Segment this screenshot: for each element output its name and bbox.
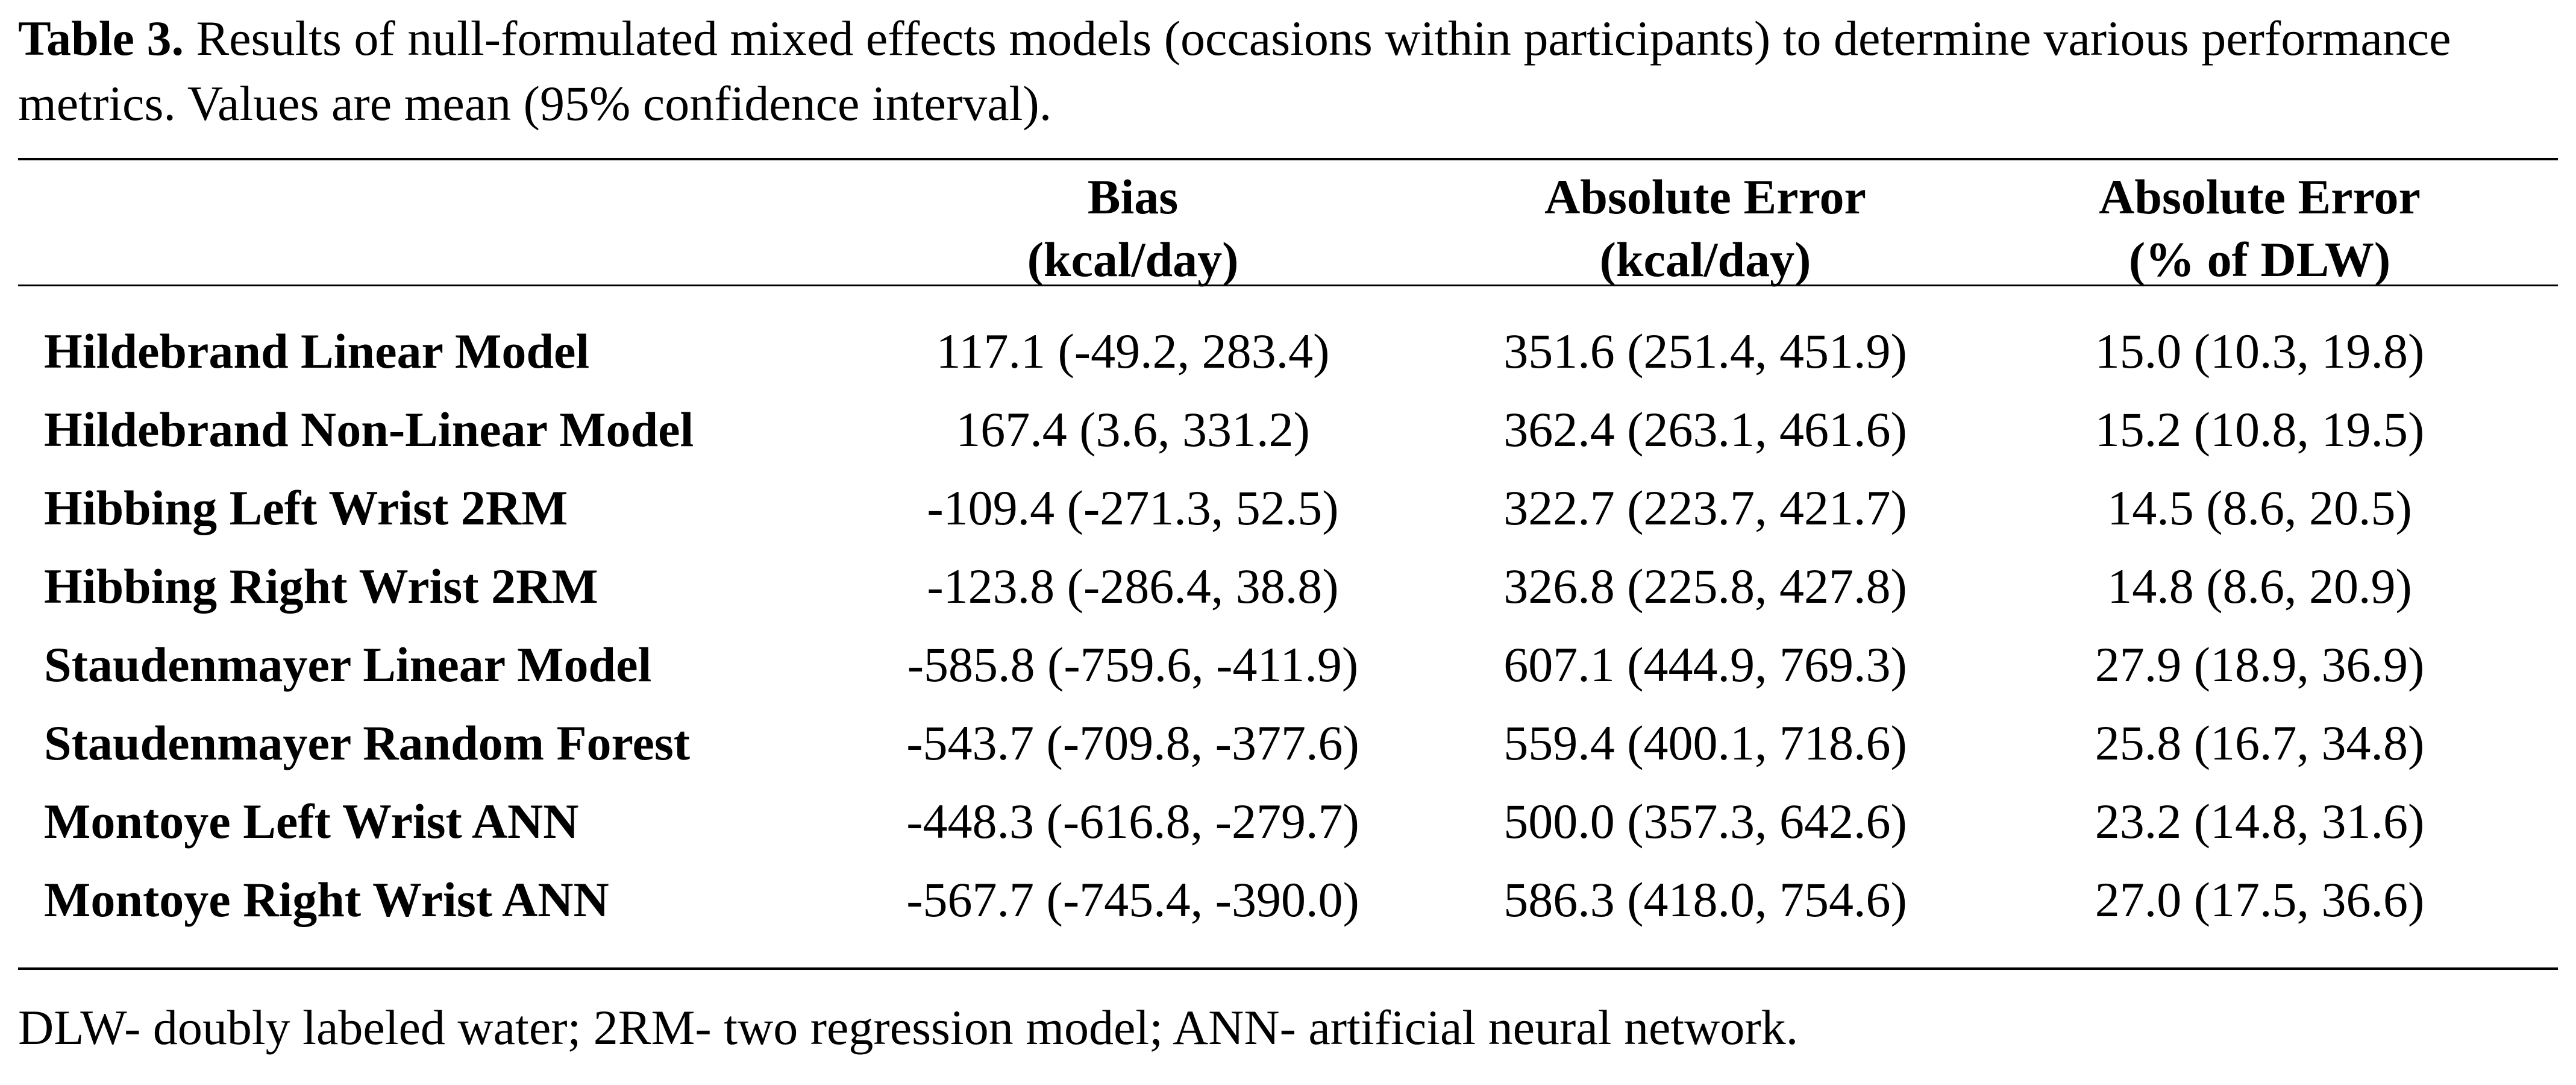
column-header-line1: Absolute Error: [2099, 169, 2421, 224]
abs-error-kcal-cell: 326.8 (225.8, 427.8): [1503, 559, 1907, 614]
table-row: Montoye Right Wrist ANN -567.7 (-745.4, …: [0, 861, 2576, 939]
row-model-name: Staudenmayer Random Forest: [44, 715, 691, 770]
bias-cell: -448.3 (-616.8, -279.7): [906, 794, 1359, 849]
bias-cell: 117.1 (-49.2, 283.4): [936, 324, 1330, 379]
abs-error-kcal-cell: 351.6 (251.4, 451.9): [1503, 324, 1907, 379]
column-header-line2: (kcal/day): [1027, 232, 1239, 287]
abs-error-pct-cell: 15.2 (10.8, 19.5): [2095, 402, 2425, 457]
abs-error-kcal-cell: 607.1 (444.9, 769.3): [1503, 637, 1907, 692]
table-row: Montoye Left Wrist ANN -448.3 (-616.8, -…: [0, 782, 2576, 861]
column-header-line2: (kcal/day): [1599, 232, 1811, 287]
bias-cell: -567.7 (-745.4, -390.0): [906, 872, 1359, 927]
table-row: Hildebrand Non-Linear Model 167.4 (3.6, …: [0, 391, 2576, 469]
column-header-abs-error-pct: Absolute Error (% of DLW): [1958, 166, 2561, 291]
row-model-name: Staudenmayer Linear Model: [44, 637, 652, 692]
table-row: Hibbing Right Wrist 2RM -123.8 (-286.4, …: [0, 547, 2576, 626]
row-model-name: Hibbing Left Wrist 2RM: [44, 480, 568, 535]
bias-cell: -585.8 (-759.6, -411.9): [907, 637, 1359, 692]
header-rule: [18, 285, 2558, 286]
abs-error-pct-cell: 27.0 (17.5, 36.6): [2095, 872, 2425, 927]
row-model-name: Montoye Left Wrist ANN: [44, 794, 579, 849]
bottom-rule: [18, 967, 2558, 970]
abs-error-kcal-cell: 559.4 (400.1, 718.6): [1503, 715, 1907, 770]
column-header-line2: (% of DLW): [2128, 232, 2391, 287]
row-model-name: Montoye Right Wrist ANN: [44, 872, 609, 927]
caption-text: Results of null-formulated mixed effects…: [18, 11, 2451, 131]
abs-error-pct-cell: 27.9 (18.9, 36.9): [2095, 637, 2425, 692]
bias-cell: -123.8 (-286.4, 38.8): [927, 559, 1339, 614]
row-model-name: Hildebrand Linear Model: [44, 324, 590, 379]
table-row: Staudenmayer Random Forest -543.7 (-709.…: [0, 704, 2576, 782]
top-rule: [18, 158, 2558, 160]
row-model-name: Hildebrand Non-Linear Model: [44, 402, 694, 457]
row-model-name: Hibbing Right Wrist 2RM: [44, 559, 598, 614]
abs-error-kcal-cell: 500.0 (357.3, 642.6): [1503, 794, 1907, 849]
table-row: Hildebrand Linear Model 117.1 (-49.2, 28…: [0, 312, 2576, 391]
abs-error-pct-cell: 14.8 (8.6, 20.9): [2107, 559, 2412, 614]
bias-cell: 167.4 (3.6, 331.2): [956, 402, 1310, 457]
table-row: Staudenmayer Linear Model -585.8 (-759.6…: [0, 626, 2576, 704]
abs-error-pct-cell: 14.5 (8.6, 20.5): [2107, 480, 2412, 535]
table-row: Hibbing Left Wrist 2RM -109.4 (-271.3, 5…: [0, 469, 2576, 547]
table-caption: Table 3. Results of null-formulated mixe…: [18, 6, 2561, 136]
abs-error-pct-cell: 23.2 (14.8, 31.6): [2095, 794, 2425, 849]
column-header-line1: Absolute Error: [1544, 169, 1866, 224]
bias-cell: -543.7 (-709.8, -377.6): [906, 715, 1359, 770]
abs-error-pct-cell: 25.8 (16.7, 34.8): [2095, 715, 2425, 770]
column-header-abs-error-kcal: Absolute Error (kcal/day): [1404, 166, 2007, 291]
column-header-line1: Bias: [1087, 169, 1179, 224]
abs-error-kcal-cell: 586.3 (418.0, 754.6): [1503, 872, 1907, 927]
column-header-bias: Bias (kcal/day): [832, 166, 1434, 291]
abs-error-pct-cell: 15.0 (10.3, 19.8): [2095, 324, 2425, 379]
abs-error-kcal-cell: 362.4 (263.1, 461.6): [1503, 402, 1907, 457]
bias-cell: -109.4 (-271.3, 52.5): [927, 480, 1339, 535]
abs-error-kcal-cell: 322.7 (223.7, 421.7): [1503, 480, 1907, 535]
table-label: Table 3.: [18, 11, 184, 66]
table-footnote: DLW- doubly labeled water; 2RM- two regr…: [18, 1000, 1799, 1055]
